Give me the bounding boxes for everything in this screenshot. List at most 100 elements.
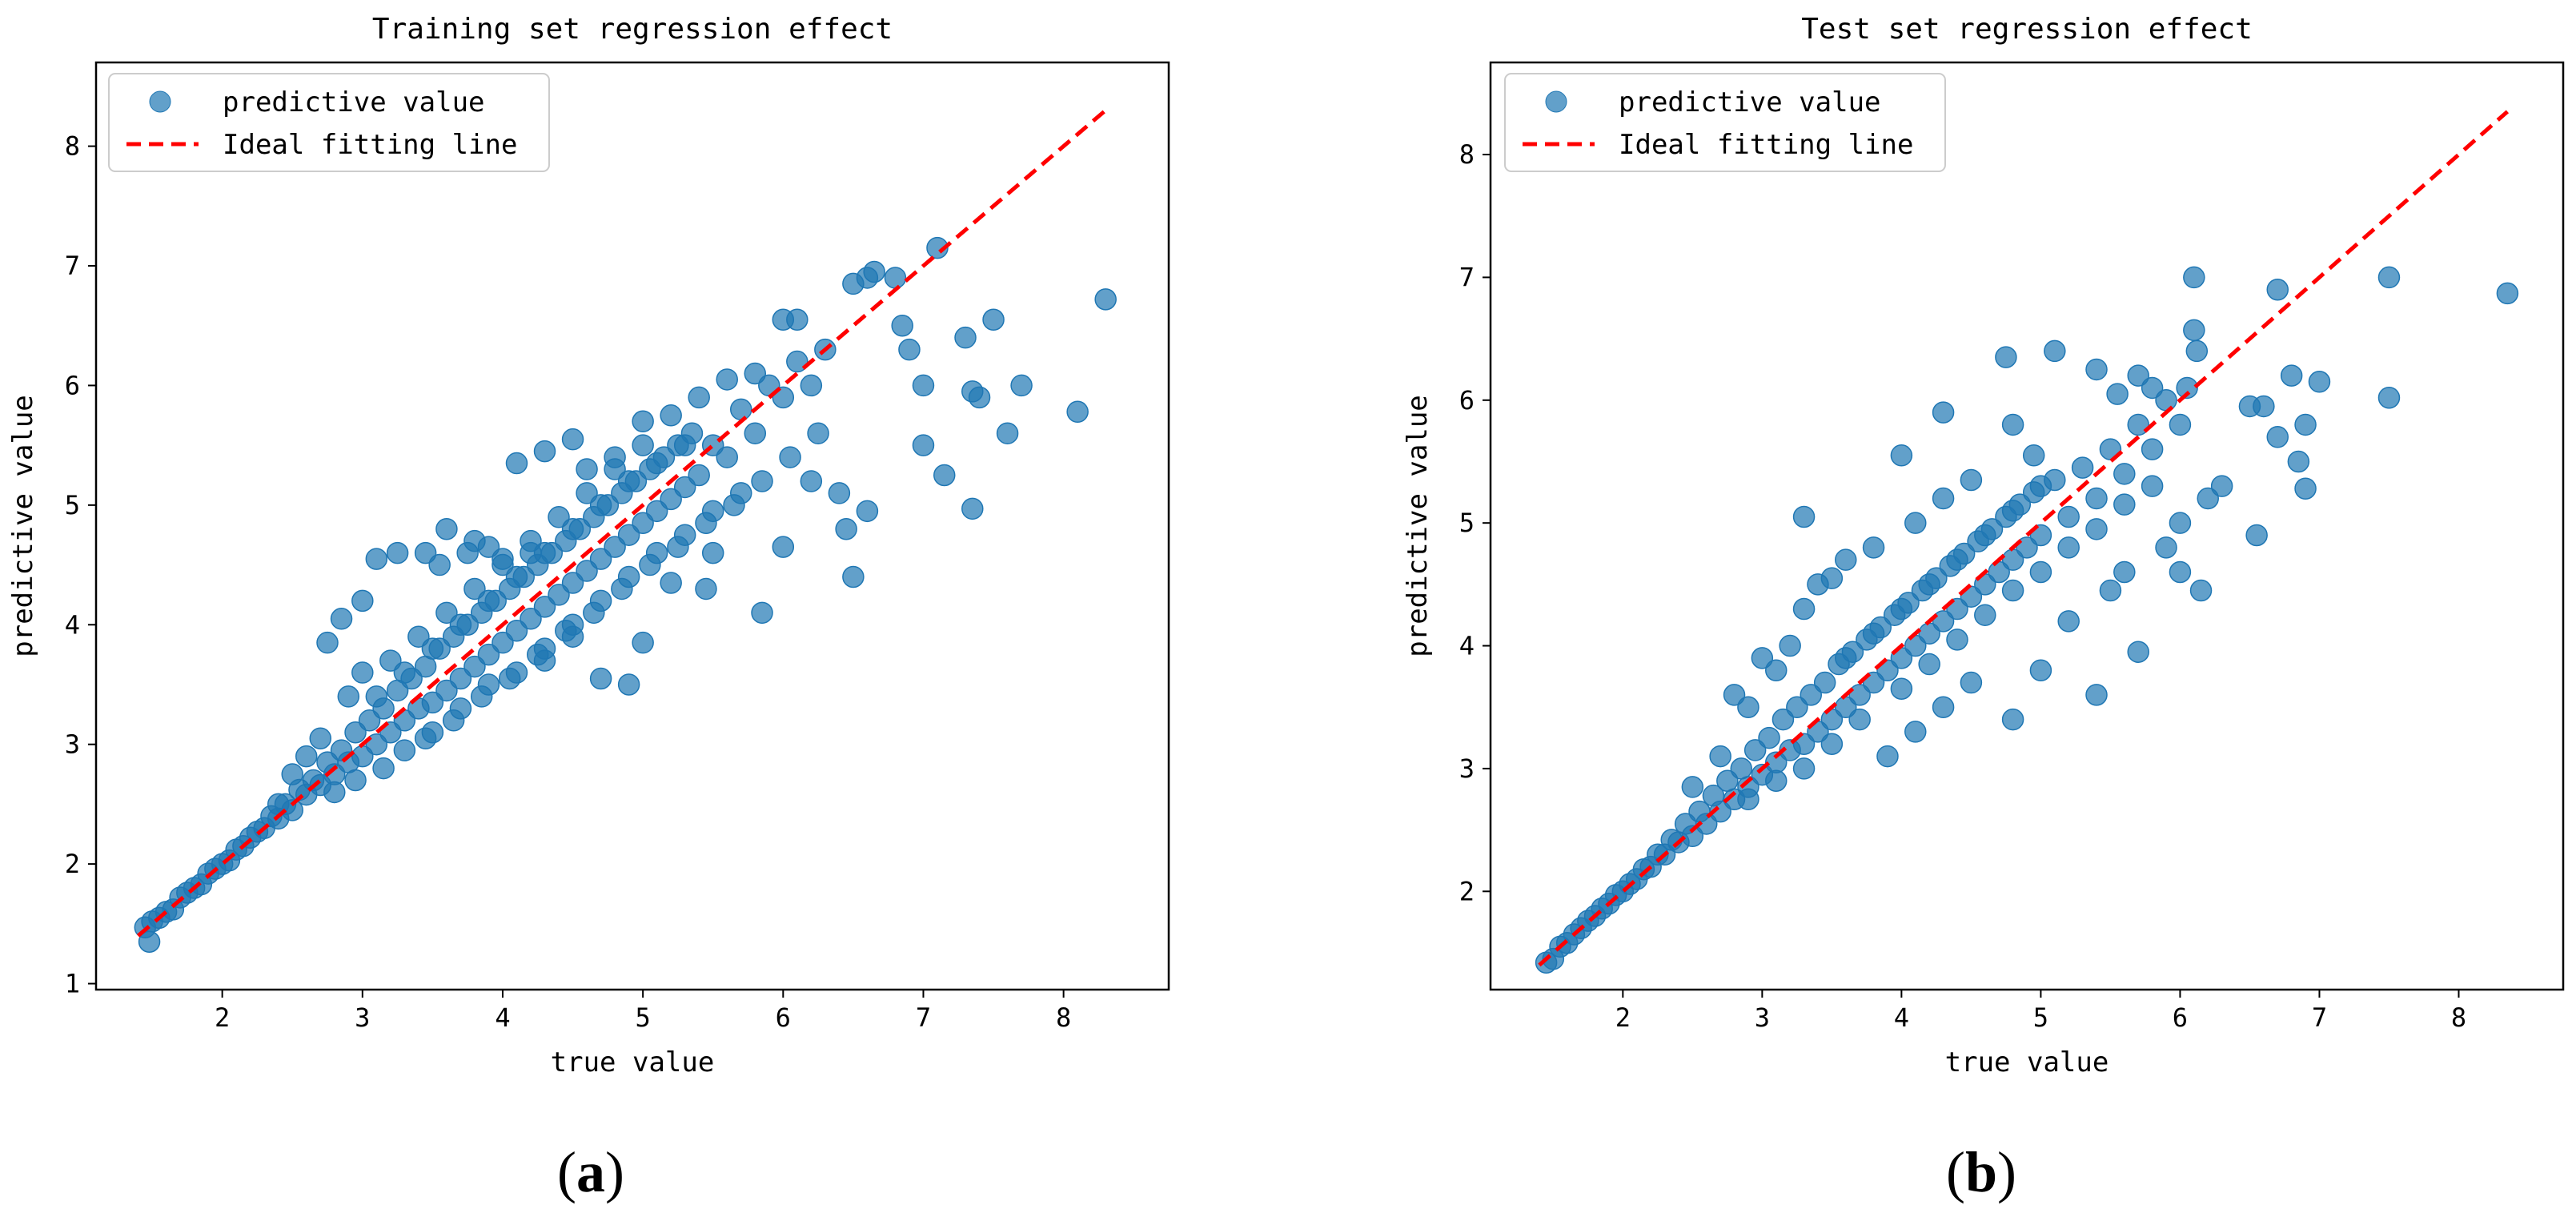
data-point-b-38 <box>1800 684 1823 706</box>
legend-a: predictive value Ideal fitting line <box>108 73 550 172</box>
data-point-b-101 <box>2169 512 2192 534</box>
data-point-a-185 <box>527 643 549 666</box>
data-point-a-100 <box>954 326 977 349</box>
data-point-b-117 <box>1807 573 1829 596</box>
data-point-b-139 <box>1737 696 1759 718</box>
data-point-a-117 <box>751 601 773 625</box>
data-point-a-107 <box>933 464 956 487</box>
data-point-a-31 <box>344 721 367 744</box>
y-tick-label-b-7: 7 <box>1459 262 1475 292</box>
data-point-a-164 <box>632 434 654 456</box>
data-point-a-138 <box>463 529 486 552</box>
data-point-a-139 <box>505 452 528 475</box>
data-point-a-154 <box>351 661 374 684</box>
data-point-a-68 <box>604 536 626 558</box>
data-point-a-97 <box>891 314 913 337</box>
data-point-b-92 <box>2294 413 2317 436</box>
panel-label-a: (a) <box>557 1140 624 1204</box>
legend-b: predictive value Ideal fitting line <box>1504 73 1946 172</box>
data-point-b-148 <box>2001 579 2024 602</box>
data-point-b-137 <box>1779 634 1801 657</box>
legend-label-line-a: Ideal fitting line <box>223 129 517 161</box>
data-point-a-109 <box>1066 400 1089 424</box>
data-point-a-157 <box>435 601 458 625</box>
y-tick-label-a-7: 7 <box>65 251 80 281</box>
data-point-a-62 <box>561 572 584 594</box>
data-point-a-198 <box>421 637 444 660</box>
y-tick-label-b-5: 5 <box>1459 508 1475 538</box>
data-point-a-123 <box>617 673 640 696</box>
y-axis-label-b: predictive value <box>1402 395 1434 657</box>
data-point-b-153 <box>2141 475 2164 497</box>
y-tick-label-a-4: 4 <box>65 609 80 640</box>
data-point-a-98 <box>898 338 921 361</box>
data-point-a-146 <box>688 386 710 409</box>
data-point-b-156 <box>1737 788 1759 811</box>
data-point-a-160 <box>520 529 542 552</box>
data-point-b-133 <box>1932 487 1955 510</box>
data-point-b-32 <box>1758 726 1780 749</box>
x-tick-label-a-3: 3 <box>355 1002 370 1033</box>
data-point-b-84 <box>2183 319 2205 342</box>
data-point-a-194 <box>779 446 801 468</box>
data-point-a-199 <box>449 613 472 637</box>
data-point-a-189 <box>639 553 661 576</box>
data-point-a-204 <box>589 494 612 516</box>
data-point-a-44 <box>435 679 458 702</box>
data-point-a-137 <box>435 517 458 540</box>
data-point-a-113 <box>835 517 857 540</box>
data-point-a-33 <box>358 709 381 732</box>
data-point-a-134 <box>351 589 374 613</box>
chart-title-b: Test set regression effect <box>1801 13 2253 46</box>
data-point-b-125 <box>2044 339 2066 363</box>
data-point-b-134 <box>1904 512 1927 534</box>
data-point-b-155 <box>1765 769 1788 793</box>
data-point-b-157 <box>1835 647 1857 669</box>
data-point-a-196 <box>365 685 388 708</box>
data-point-a-103 <box>982 308 1005 331</box>
data-point-b-40 <box>1813 671 1836 694</box>
data-point-a-191 <box>695 512 717 535</box>
data-point-b-152 <box>2113 493 2136 516</box>
data-point-b-147 <box>1974 604 1996 626</box>
data-point-b-113 <box>1932 696 1955 718</box>
data-point-a-64 <box>576 560 598 582</box>
data-point-a-50 <box>477 643 500 666</box>
data-point-b-159 <box>1890 597 1913 621</box>
data-point-b-75 <box>2085 487 2108 510</box>
data-point-a-153 <box>337 685 360 708</box>
data-point-b-132 <box>1960 468 1983 492</box>
data-point-a-131 <box>414 541 437 564</box>
data-point-b-106 <box>2085 684 2108 706</box>
data-point-a-70 <box>617 524 640 546</box>
data-point-a-121 <box>632 631 654 654</box>
data-point-b-94 <box>2238 395 2261 418</box>
data-point-b-95 <box>2266 426 2289 448</box>
data-point-b-21 <box>1681 825 1704 848</box>
data-point-b-73 <box>2057 505 2080 528</box>
data-point-a-181 <box>414 727 437 749</box>
axes-frame-a <box>94 61 1170 991</box>
x-tick-label-b-4: 4 <box>1894 1002 1909 1033</box>
data-point-a-93 <box>884 267 907 289</box>
data-point-a-187 <box>583 601 605 625</box>
data-point-a-42 <box>421 691 444 714</box>
data-point-a-46 <box>449 667 472 690</box>
data-point-b-86 <box>2266 278 2289 301</box>
data-point-a-118 <box>701 541 724 564</box>
y-tick-label-a-2: 2 <box>65 849 80 879</box>
data-point-a-178 <box>372 757 395 780</box>
data-point-a-76 <box>660 488 682 511</box>
x-tick-label-a-6: 6 <box>776 1002 791 1033</box>
ideal-fit-line-b <box>1538 110 2510 967</box>
data-point-b-127 <box>2085 358 2108 381</box>
data-point-b-102 <box>2155 536 2177 559</box>
data-point-b-28 <box>1730 757 1752 780</box>
data-point-b-114 <box>1904 721 1927 743</box>
y-tick-label-a-8: 8 <box>65 131 80 162</box>
data-point-b-124 <box>1995 346 2017 368</box>
data-point-a-122 <box>589 667 612 690</box>
data-point-a-66 <box>589 548 612 570</box>
data-point-b-120 <box>1723 684 1746 706</box>
